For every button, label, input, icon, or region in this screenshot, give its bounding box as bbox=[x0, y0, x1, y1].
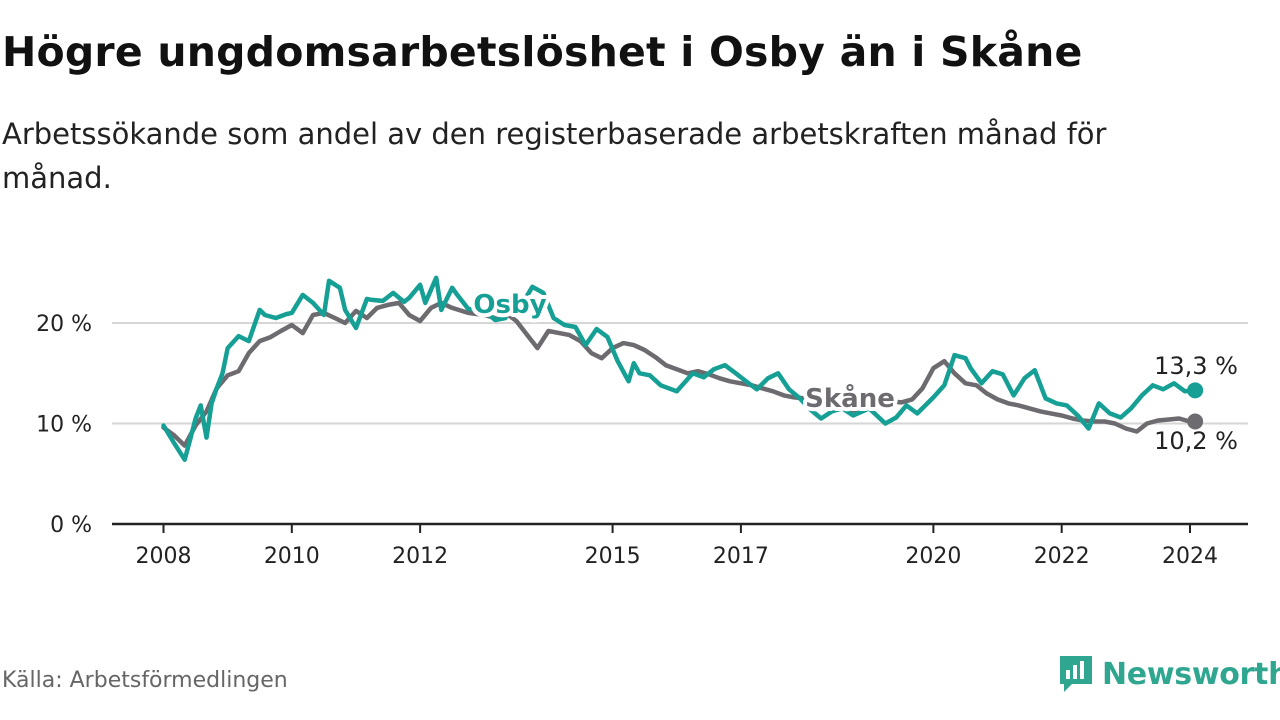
newsworthy-logo-text: Newsworthy bbox=[1102, 656, 1280, 692]
gridlines bbox=[112, 322, 1248, 425]
series-line-osby bbox=[161, 275, 1198, 462]
chart-title: Högre ungdomsarbetslöshet i Osby än i Sk… bbox=[2, 28, 1083, 76]
x-tick-label: 2024 bbox=[1162, 544, 1218, 569]
y-tick-label: 10 % bbox=[36, 413, 92, 438]
newsworthy-logo-icon bbox=[1060, 656, 1092, 692]
chart-subtitle: Arbetssökande som andel av den registerb… bbox=[2, 117, 1107, 195]
end-value-osby: 13,3 % bbox=[1154, 352, 1238, 380]
x-tick-label: 2012 bbox=[392, 544, 448, 569]
end-value-skane: 10,2 % bbox=[1154, 427, 1238, 455]
x-tick-label: 2015 bbox=[585, 544, 641, 569]
x-tick-label: 2008 bbox=[136, 544, 192, 569]
x-tick-label: 2010 bbox=[264, 544, 320, 569]
y-tick-label: 0 % bbox=[50, 513, 92, 538]
series-label-osby: Osby bbox=[473, 290, 546, 320]
end-point-skane bbox=[1187, 413, 1204, 430]
y-tick-label: 20 % bbox=[36, 312, 92, 337]
series-label-skane: Skåne bbox=[805, 382, 895, 414]
x-tick-label: 2022 bbox=[1034, 544, 1090, 569]
series-line-skane bbox=[161, 300, 1198, 448]
series-lines bbox=[161, 275, 1204, 462]
x-tick-label: 2020 bbox=[905, 544, 961, 569]
source-note: Källa: Arbetsförmedlingen bbox=[2, 668, 288, 693]
newsworthy-logo[interactable]: Newsworthy bbox=[1058, 654, 1280, 694]
end-point-osby bbox=[1187, 382, 1204, 399]
axes bbox=[112, 522, 1248, 533]
x-tick-label: 2017 bbox=[713, 544, 769, 569]
labels: 0 % 10 % 20 % 2008 2010 2012 2015 2017 2020 2022 2… bbox=[36, 286, 1238, 569]
